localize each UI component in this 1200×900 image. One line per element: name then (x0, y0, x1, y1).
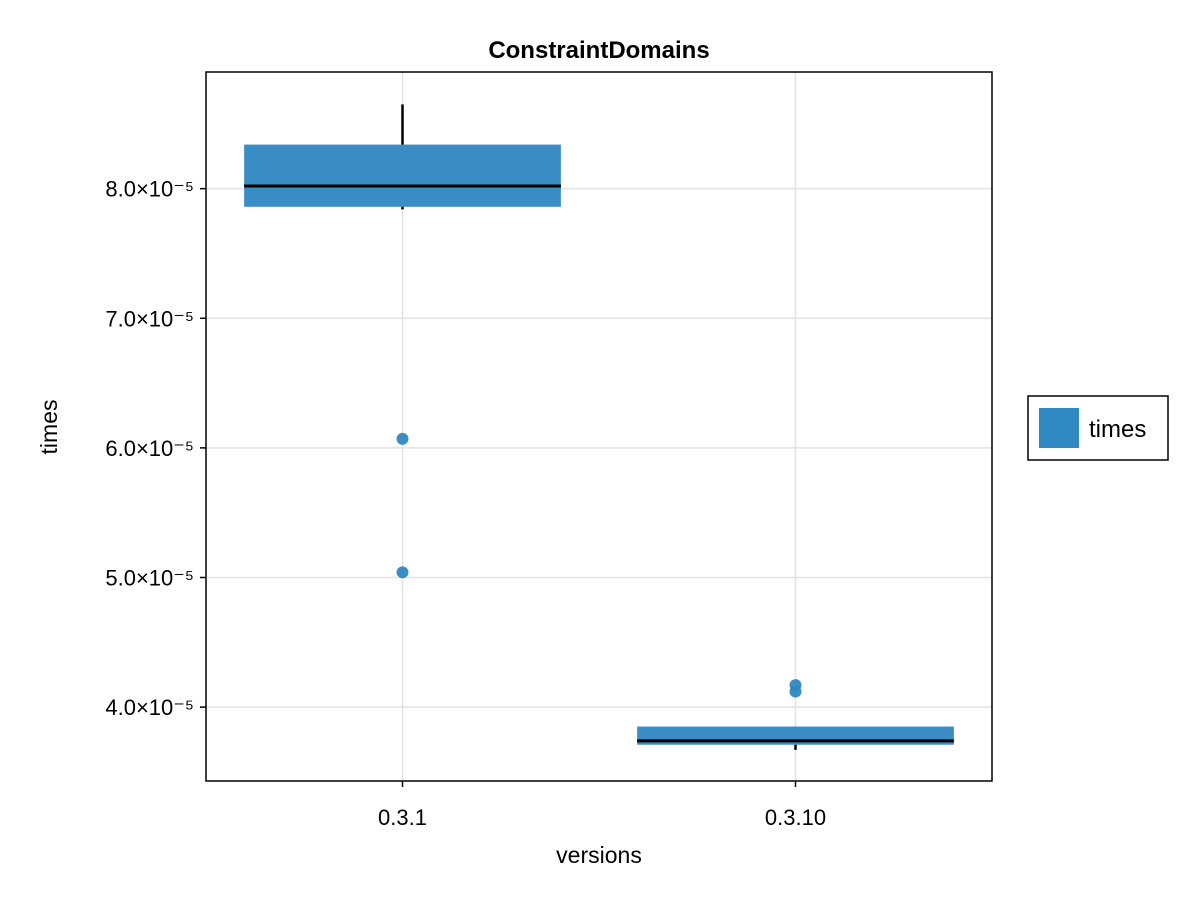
x-tick-label: 0.3.10 (765, 805, 826, 830)
outlier-point (789, 685, 802, 698)
outlier-point (396, 432, 409, 445)
y-tick-label: 5.0×10⁻⁵ (105, 566, 194, 591)
outlier-point (396, 566, 409, 579)
plot-frame (205, 71, 993, 782)
legend-swatch (1039, 408, 1079, 448)
y-tick-label: 7.0×10⁻⁵ (105, 306, 194, 331)
box-0-3-1 (244, 104, 561, 579)
y-axis-label: times (36, 400, 62, 455)
legend: times (1027, 395, 1169, 461)
y-axis-ticks: 4.0×10⁻⁵ 5.0×10⁻⁵ 6.0×10⁻⁵ 7.0×10⁻⁵ 8.0×10⁻⁵ (105, 177, 206, 720)
box-plots (244, 104, 954, 750)
legend-label-times: times (1089, 416, 1146, 443)
y-tick-label: 8.0×10⁻⁵ (105, 177, 194, 202)
y-tick-label: 6.0×10⁻⁵ (105, 436, 194, 461)
chart-title: ConstraintDomains (488, 37, 709, 64)
x-tick-label: 0.3.1 (378, 805, 427, 830)
x-axis-ticks: 0.3.1 0.3.10 (378, 781, 826, 830)
x-axis-label: versions (556, 842, 642, 868)
box-body (244, 144, 561, 207)
y-tick-label: 4.0×10⁻⁵ (105, 695, 194, 720)
box-0-3-10 (637, 679, 954, 750)
